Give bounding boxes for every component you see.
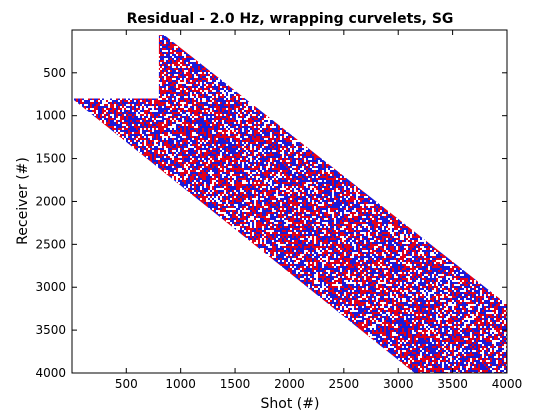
x-tick-label: 2500 [329,377,360,391]
y-axis-label: Receiver (#) [15,157,31,245]
x-tick-label: 500 [115,377,138,391]
y-tick-label: 2000 [35,194,66,208]
y-tick-label: 3000 [35,280,66,294]
x-axis: 500 1000 1500 2000 2500 3000 3500 4000 [115,30,522,391]
y-tick-label: 1500 [35,152,66,166]
x-tick-label: 1500 [220,377,251,391]
chart-title: Residual - 2.0 Hz, wrapping curvelets, S… [127,11,454,27]
x-axis-label: Shot (#) [261,396,320,412]
x-tick-label: 3000 [383,377,414,391]
y-tick-label: 2500 [35,237,66,251]
x-tick-label: 2000 [274,377,305,391]
y-tick-label: 1000 [35,109,66,123]
y-tick-label: 500 [43,66,66,80]
y-tick-label: 4000 [35,366,66,380]
x-tick-label: 4000 [492,377,523,391]
y-tick-label: 3500 [35,323,66,337]
x-tick-label: 3500 [437,377,468,391]
x-tick-label: 1000 [165,377,196,391]
y-axis: 500 1000 1500 2000 2500 3000 3500 4000 [35,66,507,380]
